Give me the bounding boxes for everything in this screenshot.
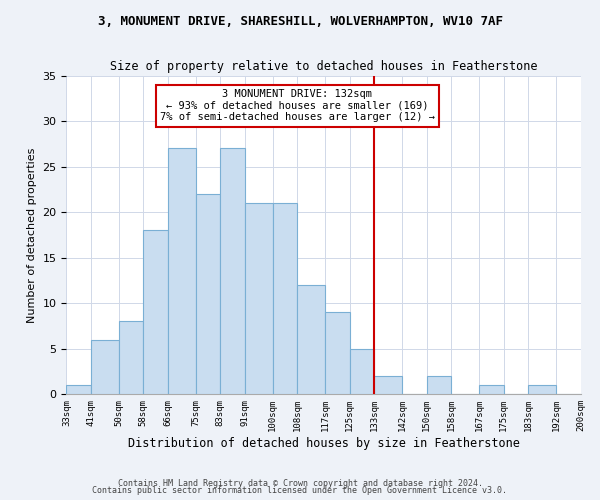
Bar <box>479 385 503 394</box>
Bar <box>427 376 451 394</box>
Text: Contains HM Land Registry data © Crown copyright and database right 2024.: Contains HM Land Registry data © Crown c… <box>118 478 482 488</box>
X-axis label: Distribution of detached houses by size in Featherstone: Distribution of detached houses by size … <box>128 437 520 450</box>
Bar <box>168 148 196 394</box>
Bar <box>297 285 325 395</box>
Text: 3 MONUMENT DRIVE: 132sqm
← 93% of detached houses are smaller (169)
7% of semi-d: 3 MONUMENT DRIVE: 132sqm ← 93% of detach… <box>160 89 435 122</box>
Bar <box>196 194 220 394</box>
Title: Size of property relative to detached houses in Featherstone: Size of property relative to detached ho… <box>110 60 537 73</box>
Bar <box>119 322 143 394</box>
Text: 3, MONUMENT DRIVE, SHARESHILL, WOLVERHAMPTON, WV10 7AF: 3, MONUMENT DRIVE, SHARESHILL, WOLVERHAM… <box>97 15 503 28</box>
Bar <box>325 312 350 394</box>
Bar <box>91 340 119 394</box>
Bar <box>245 203 272 394</box>
Bar <box>528 385 556 394</box>
Bar <box>220 148 245 394</box>
Bar <box>272 203 297 394</box>
Bar <box>143 230 168 394</box>
Bar <box>67 385 91 394</box>
Text: Contains public sector information licensed under the Open Government Licence v3: Contains public sector information licen… <box>92 486 508 495</box>
Bar <box>374 376 402 394</box>
Bar <box>350 349 374 395</box>
Y-axis label: Number of detached properties: Number of detached properties <box>27 148 37 322</box>
